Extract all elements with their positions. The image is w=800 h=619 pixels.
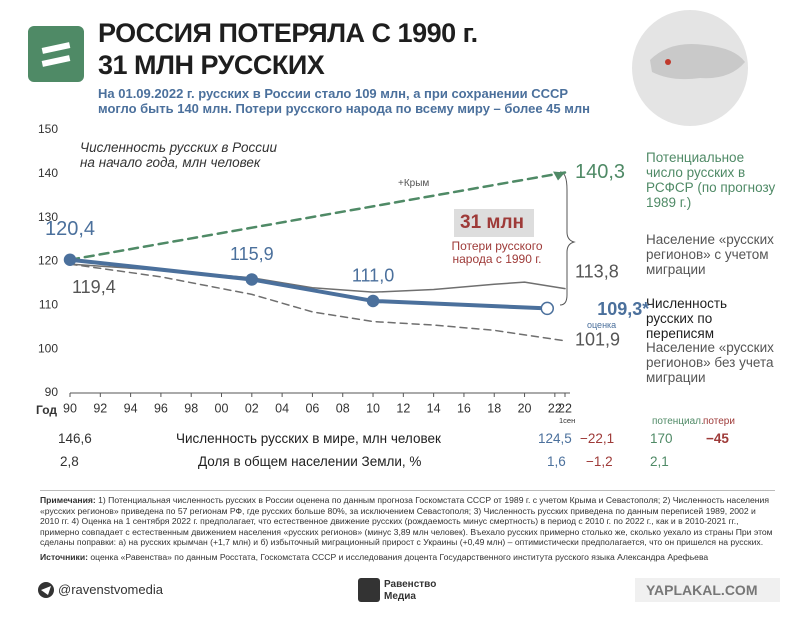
- title: РОССИЯ ПОТЕРЯЛА С 1990 г.: [98, 18, 478, 48]
- notes-paragraph: Примечания: 1) Потенциальная численность…: [40, 495, 775, 548]
- table-header: потенциал.: [652, 416, 704, 427]
- x-tick-label: 00: [215, 401, 229, 415]
- y-tick-label: 90: [45, 385, 59, 399]
- loss-box: [454, 209, 534, 237]
- loss-text: Потери русского народа с 1990 г.: [451, 239, 543, 266]
- x-tick-label: 90: [63, 401, 77, 415]
- logo-bar: [41, 42, 71, 54]
- plot-title: Численность русских в России на начало г…: [80, 140, 278, 170]
- notes-label: Примечания:: [40, 495, 96, 505]
- series-label: Население «русских регионов» с учетом ми…: [646, 232, 774, 277]
- x-tick-label: 08: [336, 401, 350, 415]
- subtitle: На 01.09.2022 г. русских в России стало …: [98, 86, 569, 101]
- sources-text: оценка «Равенства» по данным Росстата, Г…: [90, 551, 709, 562]
- point: [63, 253, 77, 266]
- x-tick-label: 10: [366, 401, 380, 415]
- value-label: 111,0: [352, 266, 394, 286]
- notes: Примечания: 1) Потенциальная численность…: [40, 490, 775, 563]
- logo-bar: [41, 55, 71, 67]
- x-tick-label: 14: [427, 401, 441, 415]
- value-label: 113,8: [575, 261, 619, 281]
- brand-logo: [358, 578, 380, 602]
- table-cell: 170: [650, 431, 673, 446]
- series-line: [69, 263, 566, 342]
- point: [245, 273, 259, 286]
- watermark-box: [635, 578, 780, 602]
- table-cell: 2,8: [60, 454, 79, 469]
- arrow-head: [553, 171, 565, 181]
- y-tick-label: 100: [38, 341, 58, 355]
- annotation: оценка: [587, 320, 617, 330]
- value-label: 101,9: [575, 330, 620, 350]
- series-label: Население «русских регионов» без учета м…: [646, 340, 774, 385]
- sources-label: Источники:: [40, 551, 88, 562]
- table-cell: 146,6: [58, 431, 92, 446]
- sources-paragraph: Источники: оценка «Равенства» по данным …: [40, 552, 775, 563]
- table-cell: 2,1: [650, 454, 669, 469]
- x-axis-label: Год: [36, 403, 57, 417]
- logo: [28, 26, 84, 82]
- table-cell: Численность русских в мире, млн человек: [176, 431, 441, 446]
- subtitle: могло быть 140 млн. Потери русского наро…: [98, 101, 590, 116]
- x-tick-label: 16: [457, 401, 471, 415]
- value-label: 115,9: [230, 244, 274, 264]
- y-tick-label: 120: [38, 254, 58, 268]
- table-cell: 124,5: [538, 431, 572, 446]
- table-cell: −1,2: [586, 454, 613, 469]
- table-header: потери: [703, 416, 735, 427]
- x-tick-label: 94: [124, 401, 138, 415]
- x-tick-label: 92: [93, 401, 107, 415]
- notes-text: 1) Потенциальная численность русских в Р…: [40, 495, 773, 548]
- globe-map: [650, 44, 745, 80]
- globe-marker: [665, 59, 671, 65]
- x-tick-label: 04: [275, 401, 289, 415]
- x-tick-label: 20: [518, 401, 532, 415]
- x-tick-label: 22: [548, 401, 562, 415]
- value-label: 140,3: [575, 161, 625, 183]
- table-cell: −45: [706, 431, 729, 446]
- point: [366, 294, 380, 308]
- y-tick-label: 110: [39, 298, 58, 312]
- series-line: [68, 171, 567, 261]
- y-tick-label: 140: [38, 166, 58, 180]
- watermark: YAPLAKAL.COM: [646, 582, 758, 598]
- table-cell: Доля в общем населении Земли, %: [198, 454, 422, 469]
- value-label: 119,4: [72, 277, 116, 297]
- x-tick-label: 22: [558, 401, 572, 415]
- loss-value: 31 млн: [460, 212, 525, 233]
- y-tick-label: 130: [38, 210, 58, 224]
- value-label: 120,4: [45, 218, 95, 240]
- handle: @ravenstvomedia: [58, 582, 163, 597]
- annotation: +Крым: [398, 178, 430, 189]
- series-label: Потенциальное число русских в РСФСР (по …: [646, 150, 776, 210]
- table-cell: −22,1: [580, 431, 615, 446]
- series-line: [68, 257, 550, 311]
- brand: Медиа: [384, 591, 416, 602]
- x-tick-label: 02: [245, 401, 259, 415]
- brand: Равенство: [384, 579, 437, 590]
- x-tick-label: 18: [487, 401, 501, 415]
- x-note: 1сен: [559, 416, 576, 425]
- series-label: Численность русских по переписям: [646, 296, 728, 341]
- x-tick-label: 06: [305, 401, 319, 415]
- table-cell: 1,6: [547, 454, 566, 469]
- y-tick-label: 150: [38, 122, 58, 136]
- x-tick-label: 96: [154, 401, 168, 415]
- value-label: 109,3*: [597, 299, 649, 319]
- title: 31 МЛН РУССКИХ: [98, 50, 325, 80]
- point: [540, 301, 555, 316]
- x-tick-label: 98: [184, 401, 198, 415]
- loss-bracket: [559, 171, 576, 306]
- x-tick-label: 12: [396, 401, 410, 415]
- telegram-plane: [41, 586, 51, 595]
